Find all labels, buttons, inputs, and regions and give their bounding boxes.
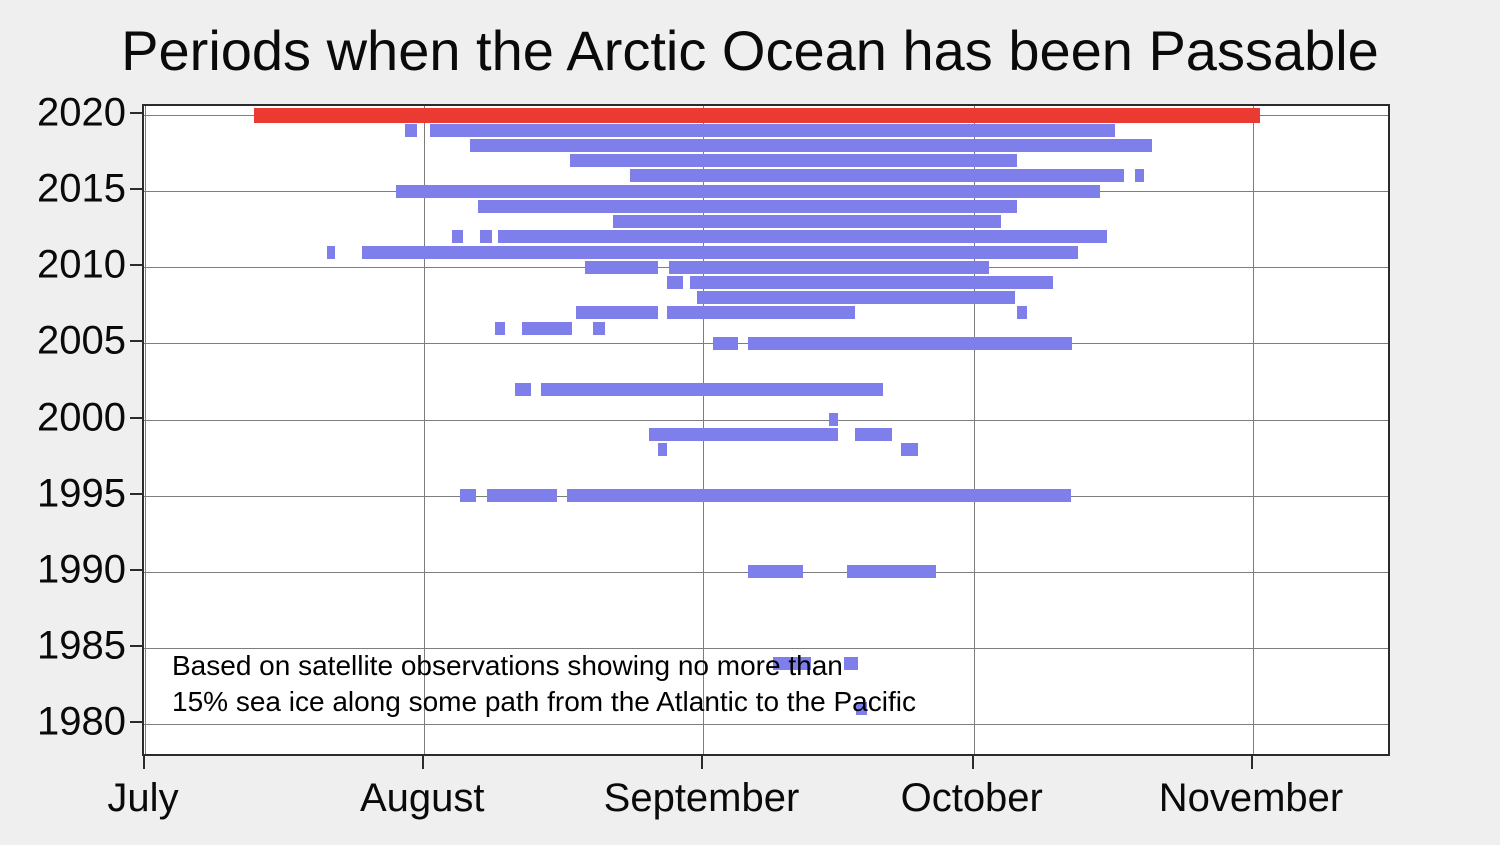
passable-bar-2010-seg1 (585, 260, 659, 274)
y-tick-label-1995: 1995 (37, 471, 126, 516)
passable-bar-2002-seg1 (515, 382, 531, 396)
x-tick-label-november: November (1158, 776, 1344, 820)
gridline-month-august (424, 106, 426, 754)
passable-bar-2009-seg2 (689, 275, 1053, 289)
gridline-year-1985 (144, 647, 1388, 649)
y-tick-1980 (130, 721, 142, 723)
passable-bar-1990-seg2 (846, 565, 936, 579)
y-tick-1990 (130, 568, 142, 571)
x-tick-label-september: September (603, 776, 800, 820)
x-tick-label-july: July (107, 776, 179, 820)
y-tick-2005 (130, 340, 142, 343)
passable-bar-2006-seg3 (592, 321, 606, 335)
passable-bar-2005-seg2 (747, 336, 1072, 350)
x-tick-july (143, 756, 145, 769)
passable-bar-1981-seg1 (855, 702, 868, 716)
passable-bar-2000-seg1 (828, 413, 838, 426)
passable-bar-1990-seg1 (747, 565, 803, 579)
passable-bar-2012-seg2 (480, 230, 492, 244)
annotation-text: Based on satellite observations showing … (172, 648, 916, 720)
y-tick-label-2000: 2000 (37, 395, 126, 439)
passable-bar-1998-seg2 (900, 443, 918, 457)
passable-bar-2007-seg1 (576, 306, 658, 320)
y-tick-label-1980: 1980 (37, 699, 126, 744)
passable-bar-2007-seg3 (1016, 306, 1027, 320)
passable-bar-2019-seg2 (429, 123, 1116, 137)
passable-bar-2006-seg2 (521, 321, 572, 335)
passable-bar-2009-seg1 (667, 275, 683, 289)
passable-bar-2002-seg2 (541, 382, 883, 396)
passable-bar-2017-seg1 (570, 154, 1017, 168)
plot-area (142, 104, 1390, 756)
passable-bar-2013-seg1 (612, 215, 1001, 229)
y-tick-2020 (130, 112, 142, 114)
annotation-line-2: 15% sea ice along some path from the Atl… (172, 686, 916, 717)
passable-bar-1995-seg1 (460, 489, 477, 503)
gridline-month-november (1252, 106, 1254, 754)
y-tick-label-2020: 2020 (37, 90, 126, 135)
passable-bar-2006-seg1 (494, 321, 506, 335)
passable-bar-2011-seg2 (362, 245, 1079, 259)
record-bar-2020-seg1 (253, 107, 1261, 123)
passable-bar-2012-seg3 (498, 230, 1108, 244)
passable-bar-1984-seg2 (844, 656, 858, 670)
passable-bar-2016-seg2 (1134, 169, 1144, 183)
chart-title: Periods when the Arctic Ocean has been P… (121, 19, 1379, 82)
passable-bar-1984-seg1 (772, 656, 811, 670)
y-tick-label-2010: 2010 (37, 242, 126, 287)
annotation-line-1: Based on satellite observations showing … (172, 650, 843, 681)
y-tick-1985 (130, 644, 142, 647)
gridline-year-2000 (144, 419, 1388, 421)
passable-bar-2015-seg1 (396, 184, 1100, 198)
x-tick-label-august: August (359, 776, 485, 820)
y-tick-label-1990: 1990 (37, 547, 126, 592)
passable-bar-2010-seg2 (669, 260, 990, 274)
passable-bar-2005-seg1 (712, 336, 738, 350)
passable-bar-2016-seg1 (629, 169, 1125, 183)
passable-bar-1995-seg3 (567, 489, 1072, 503)
passable-bar-1999-seg1 (648, 428, 838, 442)
gridline-month-july (145, 106, 146, 754)
passable-bar-2018-seg1 (470, 138, 1153, 152)
x-tick-label-october: October (900, 776, 1043, 820)
x-tick-november (1250, 756, 1253, 769)
x-tick-september (701, 756, 704, 769)
gridline-year-1980 (144, 724, 1388, 725)
y-tick-2000 (130, 416, 142, 419)
gridline-month-october (973, 106, 975, 754)
y-tick-label-1985: 1985 (37, 623, 126, 668)
x-tick-august (422, 756, 425, 769)
passable-bar-1998-seg1 (657, 443, 667, 457)
passable-bar-2008-seg1 (697, 291, 1016, 305)
passable-bar-1995-seg2 (487, 489, 557, 503)
y-tick-1995 (130, 492, 142, 495)
passable-bar-2012-seg1 (452, 230, 463, 244)
passable-bar-2011-seg1 (326, 245, 336, 259)
y-tick-2015 (130, 188, 142, 191)
passable-bar-2019-seg1 (405, 123, 418, 137)
passable-bar-1999-seg2 (854, 428, 892, 442)
passable-bar-2014-seg1 (478, 199, 1017, 213)
y-tick-2010 (130, 264, 142, 267)
passable-bar-2007-seg2 (667, 306, 855, 320)
y-tick-label-2015: 2015 (37, 166, 126, 211)
y-tick-label-2005: 2005 (37, 318, 126, 363)
x-tick-october (971, 756, 974, 769)
